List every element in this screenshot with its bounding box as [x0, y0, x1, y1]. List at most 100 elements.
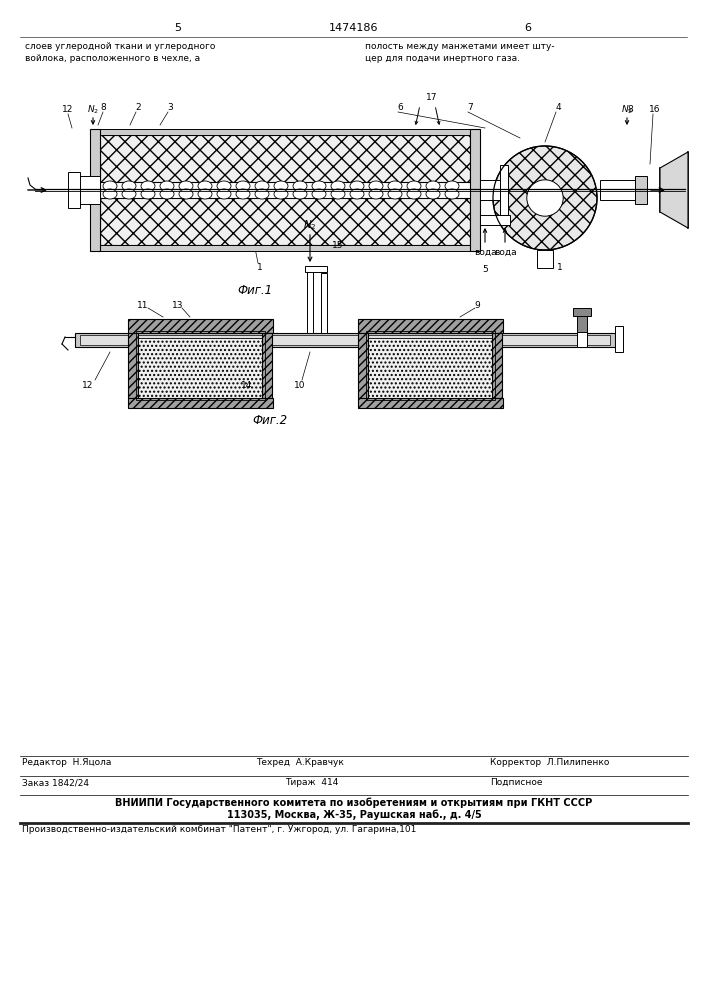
Text: 11: 11: [137, 300, 148, 310]
Ellipse shape: [179, 189, 193, 199]
Ellipse shape: [369, 189, 383, 199]
Text: Фиг.1: Фиг.1: [238, 284, 273, 296]
Text: 1: 1: [557, 263, 563, 272]
Bar: [500, 165, 508, 215]
Text: Заказ 1842/24: Заказ 1842/24: [22, 778, 89, 787]
Ellipse shape: [255, 181, 269, 191]
Text: Редактор  Н.Яцола: Редактор Н.Яцола: [22, 758, 112, 767]
Bar: [358, 319, 503, 333]
Text: 15: 15: [332, 240, 344, 249]
Bar: [615, 326, 623, 352]
Bar: [100, 198, 470, 245]
Ellipse shape: [293, 181, 307, 191]
Bar: [573, 308, 591, 316]
Bar: [577, 332, 587, 347]
Bar: [358, 333, 368, 398]
Text: 1: 1: [257, 263, 263, 272]
Bar: [78, 176, 100, 204]
Ellipse shape: [236, 189, 250, 199]
Text: 5: 5: [175, 23, 182, 33]
Text: Тираж  414: Тираж 414: [285, 778, 339, 787]
Text: 5: 5: [482, 265, 488, 274]
Text: 1474186: 1474186: [329, 23, 379, 33]
Bar: [138, 338, 263, 398]
Ellipse shape: [445, 189, 459, 199]
Text: полость между манжетами имеет шту-
цер для подачи инертного газа.: полость между манжетами имеет шту- цер д…: [365, 42, 554, 63]
Bar: [366, 331, 495, 400]
Ellipse shape: [312, 181, 326, 191]
Ellipse shape: [388, 189, 402, 199]
Bar: [128, 319, 273, 333]
Bar: [358, 398, 503, 408]
Text: 13: 13: [173, 300, 184, 310]
Ellipse shape: [369, 181, 383, 191]
Text: $N_2$: $N_2$: [621, 104, 633, 116]
Bar: [600, 180, 635, 200]
Ellipse shape: [103, 181, 117, 191]
Bar: [321, 273, 327, 333]
Text: 3: 3: [167, 104, 173, 112]
Ellipse shape: [217, 189, 231, 199]
Text: 4: 4: [555, 104, 561, 112]
Circle shape: [527, 180, 563, 216]
Bar: [262, 333, 272, 398]
Ellipse shape: [198, 181, 212, 191]
Text: $N_2$: $N_2$: [303, 218, 317, 232]
Ellipse shape: [312, 189, 326, 199]
Ellipse shape: [217, 181, 231, 191]
Text: 6: 6: [397, 104, 403, 112]
Ellipse shape: [160, 181, 174, 191]
Text: Производственно-издательский комбинат "Патент", г. Ужгород, ул. Гагарина,101: Производственно-издательский комбинат "П…: [22, 825, 416, 834]
Bar: [480, 215, 510, 225]
Ellipse shape: [445, 181, 459, 191]
Bar: [100, 245, 470, 251]
Bar: [75, 333, 615, 347]
Text: 8: 8: [100, 104, 106, 112]
Ellipse shape: [293, 189, 307, 199]
Ellipse shape: [331, 189, 345, 199]
Bar: [480, 180, 500, 200]
Bar: [136, 331, 265, 400]
Ellipse shape: [236, 181, 250, 191]
Bar: [577, 313, 587, 333]
Ellipse shape: [426, 189, 440, 199]
Ellipse shape: [198, 189, 212, 199]
Bar: [368, 338, 493, 398]
Ellipse shape: [407, 181, 421, 191]
Text: 9: 9: [474, 300, 480, 310]
Text: вода: вода: [493, 247, 516, 256]
Bar: [100, 135, 470, 182]
Bar: [80, 335, 610, 345]
Ellipse shape: [103, 189, 117, 199]
Bar: [128, 398, 273, 408]
Polygon shape: [660, 152, 688, 228]
Text: 17: 17: [426, 93, 438, 102]
Text: 2: 2: [135, 104, 141, 112]
Text: Техред  А.Кравчук: Техред А.Кравчук: [256, 758, 344, 767]
Text: Фиг.2: Фиг.2: [252, 414, 288, 426]
Text: $N_2$: $N_2$: [87, 104, 99, 116]
Text: 12: 12: [62, 105, 74, 114]
Text: 10: 10: [294, 380, 305, 389]
Bar: [470, 129, 480, 251]
Ellipse shape: [141, 181, 155, 191]
Text: 6: 6: [525, 23, 532, 33]
Bar: [635, 176, 647, 204]
Bar: [307, 268, 313, 333]
Text: ВНИИПИ Государственного комитета по изобретениям и открытиям при ГКНТ СССР
11303: ВНИИПИ Государственного комитета по изоб…: [115, 797, 592, 820]
Ellipse shape: [179, 181, 193, 191]
Text: 8: 8: [627, 105, 633, 114]
Text: Корректор  Л.Пилипенко: Корректор Л.Пилипенко: [490, 758, 609, 767]
Ellipse shape: [274, 181, 288, 191]
Text: вода: вода: [474, 247, 496, 256]
Bar: [492, 333, 502, 398]
Bar: [100, 129, 470, 135]
Ellipse shape: [255, 189, 269, 199]
Circle shape: [493, 146, 597, 250]
Text: 16: 16: [649, 105, 661, 114]
Ellipse shape: [350, 181, 364, 191]
Bar: [537, 250, 553, 268]
Ellipse shape: [350, 189, 364, 199]
Text: 12: 12: [82, 380, 94, 389]
Ellipse shape: [122, 181, 136, 191]
